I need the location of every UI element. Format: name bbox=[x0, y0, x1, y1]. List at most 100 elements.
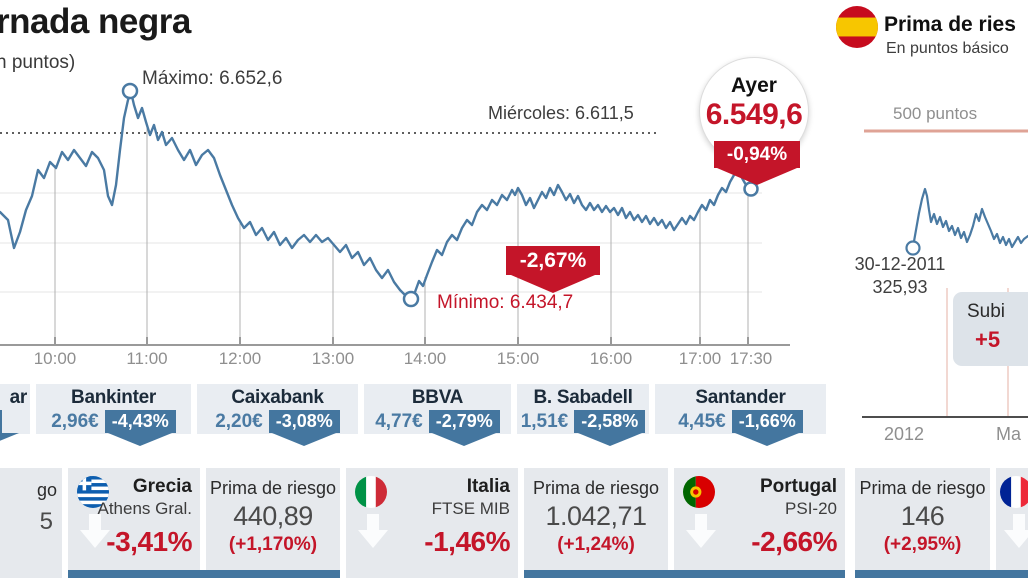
next-row-cut-bar bbox=[855, 570, 1028, 578]
bank-change-badge: -1,66% bbox=[731, 410, 803, 433]
bank-name: B. Sabadell bbox=[533, 387, 633, 408]
country-index-change: -3,41% bbox=[106, 526, 192, 557]
risk-note-label: Subi bbox=[967, 301, 1006, 322]
bank-name: Bankinter bbox=[71, 387, 156, 408]
bank-price: 4,45€ bbox=[678, 410, 726, 432]
down-arrow-icon bbox=[80, 514, 110, 548]
risk-panel-title: Prima de ries bbox=[884, 13, 1016, 36]
main-xtick-15: 15:00 bbox=[496, 349, 540, 368]
prima-label: Prima de riesgo bbox=[859, 478, 986, 498]
minimo-marker bbox=[402, 290, 420, 308]
bank-cell-cut: ar % bbox=[0, 384, 30, 434]
main-hgrid bbox=[0, 192, 762, 293]
main-x-ticks bbox=[54, 337, 749, 345]
country-cell-grecia: Grecia Athens Gral. -3,41% bbox=[68, 468, 200, 578]
main-vgrid bbox=[54, 124, 749, 345]
risk-start-annotation: 30-12-2011 325,93 bbox=[838, 253, 962, 299]
prima-change: (+2,95%) bbox=[883, 534, 962, 555]
france-flag-icon bbox=[1000, 476, 1028, 508]
ayer-label: Ayer bbox=[731, 74, 777, 97]
prima-value: 440,89 bbox=[233, 501, 313, 531]
bank-price: 2,96€ bbox=[51, 410, 99, 432]
bank-change-badge: -3,08% bbox=[268, 410, 340, 433]
risk-start-marker bbox=[905, 240, 921, 256]
bank-change-badge: -4,43% bbox=[104, 410, 176, 433]
prima-cell-italia: Prima de riesgo 440,89 (+1,170%) bbox=[206, 468, 340, 578]
prima-value-fragment: 5 bbox=[39, 508, 53, 535]
country-index: Athens Gral. bbox=[97, 499, 193, 518]
country-cell-cut-left: go 5 bbox=[0, 468, 62, 578]
country-index-change: -1,46% bbox=[424, 526, 510, 557]
maximo-label: Máximo: 6.652,6 bbox=[142, 68, 283, 89]
country-cell-cut-right bbox=[996, 468, 1028, 578]
risk-note-box: Subi +5 bbox=[953, 292, 1028, 366]
bank-name-fragment: ar bbox=[9, 387, 28, 408]
miercoles-label: Miércoles: 6.611,5 bbox=[488, 103, 634, 123]
risk-premium-line bbox=[911, 187, 1028, 249]
bank-change-badge: -2,58% bbox=[574, 410, 646, 433]
down-arrow-icon bbox=[686, 514, 716, 548]
bank-cell-sabadell: B. Sabadell 1,51€ -2,58% bbox=[517, 384, 649, 434]
prima-label: Prima de riesgo bbox=[532, 478, 660, 498]
maximo-marker bbox=[121, 82, 139, 100]
country-name: Italia bbox=[466, 476, 510, 497]
main-xtick-12: 12:00 bbox=[218, 349, 262, 368]
bank-change-badge-fragment: % bbox=[0, 410, 3, 433]
country-cell-portugal: Portugal PSI-20 -2,66% bbox=[674, 468, 845, 578]
country-name: Grecia bbox=[132, 476, 192, 497]
country-name: Portugal bbox=[759, 476, 837, 497]
country-cell-italia: Italia FTSE MIB -1,46% bbox=[346, 468, 518, 578]
country-index-change: -2,66% bbox=[751, 526, 837, 557]
risk-note-value: +5 bbox=[975, 327, 1001, 352]
bank-cell-caixabank: Caixabank 2,20€ -3,08% bbox=[197, 384, 358, 434]
prima-label: Prima de riesgo bbox=[209, 478, 337, 498]
risk-panel-subtitle: En puntos básico bbox=[886, 40, 1009, 57]
main-xtick-11: 11:00 bbox=[126, 349, 168, 368]
prima-value: 1.042,71 bbox=[545, 501, 647, 531]
risk-500-label: 500 puntos bbox=[893, 104, 978, 123]
next-row-cut-bar bbox=[524, 570, 845, 578]
country-index: PSI-20 bbox=[785, 499, 837, 518]
bank-change-badge: -2,79% bbox=[428, 410, 500, 433]
next-row-cut-bar bbox=[68, 570, 340, 578]
prima-cell-francia: Prima de riesgo 146 (+2,95%) bbox=[855, 468, 990, 578]
page-title: rnada negra bbox=[0, 2, 191, 41]
prima-cell-portugal: Prima de riesgo 1.042,71 (+1,24%) bbox=[524, 468, 668, 578]
risk-xtick-ma: Ma bbox=[996, 424, 1022, 444]
bank-cell-bbva: BBVA 4,77€ -2,79% bbox=[364, 384, 511, 434]
bank-cell-bankinter: Bankinter 2,96€ -4,43% bbox=[36, 384, 191, 434]
spain-flag-icon bbox=[836, 6, 878, 48]
risk-xtick-2012: 2012 bbox=[884, 424, 925, 444]
main-xtick-13: 13:00 bbox=[311, 349, 355, 368]
bank-price: 2,20€ bbox=[215, 410, 263, 432]
intraday-price-line bbox=[0, 90, 752, 300]
bank-name: BBVA bbox=[411, 387, 464, 408]
prima-value: 146 bbox=[900, 501, 945, 531]
prima-label-fragment: go bbox=[36, 480, 57, 500]
risk-start-value: 325,93 bbox=[872, 277, 928, 297]
bank-name: Santander bbox=[695, 387, 786, 408]
risk-start-date: 30-12-2011 bbox=[854, 254, 946, 274]
session-drop-arrow-badge: -2,67% bbox=[506, 246, 600, 275]
page-subtitle: n puntos) bbox=[0, 52, 76, 73]
bank-cell-santander: Santander 4,45€ -1,66% bbox=[655, 384, 826, 434]
bank-name: Caixabank bbox=[231, 387, 324, 408]
ayer-change-arrow-badge: -0,94% bbox=[714, 141, 800, 168]
prima-change: (+1,24%) bbox=[557, 534, 635, 555]
main-xtick-17: 17:00 bbox=[678, 349, 722, 368]
main-xtick-16: 16:00 bbox=[589, 349, 633, 368]
main-xtick-1730: 17:30 bbox=[729, 349, 773, 368]
ayer-value: 6.549,6 bbox=[705, 98, 803, 131]
prima-change: (+1,170%) bbox=[228, 534, 318, 555]
italy-flag-icon bbox=[355, 476, 387, 508]
main-xtick-10: 10:00 bbox=[33, 349, 77, 368]
portugal-flag-icon bbox=[683, 476, 715, 508]
down-arrow-icon bbox=[358, 514, 388, 548]
main-xtick-14: 14:00 bbox=[403, 349, 447, 368]
bank-price: 4,77€ bbox=[375, 410, 423, 432]
minimo-label: Mínimo: 6.434,7 bbox=[437, 292, 574, 313]
greece-flag-icon bbox=[77, 476, 109, 508]
bank-price: 1,51€ bbox=[520, 410, 569, 432]
